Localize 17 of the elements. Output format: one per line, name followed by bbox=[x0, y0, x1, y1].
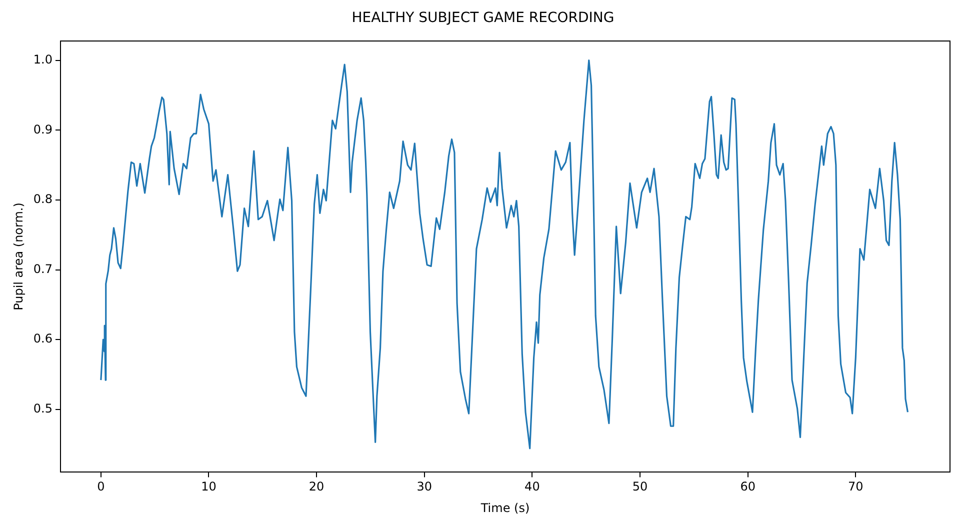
x-axis-title: Time (s) bbox=[480, 500, 530, 515]
y-tick-label: 1.0 bbox=[33, 52, 52, 66]
y-tick-label: 0.9 bbox=[33, 122, 52, 136]
x-tick-label: 30 bbox=[416, 480, 432, 494]
x-tick-label: 0 bbox=[97, 480, 105, 494]
chart-title: HEALTHY SUBJECT GAME RECORDING bbox=[352, 10, 614, 26]
y-tick-label: 0.6 bbox=[33, 332, 52, 346]
x-tick-label: 60 bbox=[740, 480, 756, 494]
y-tick-label: 0.5 bbox=[33, 402, 52, 416]
x-tick-label: 70 bbox=[848, 480, 864, 494]
y-tick-label: 0.7 bbox=[33, 262, 52, 276]
x-tick-label: 50 bbox=[632, 480, 648, 494]
x-tick-label: 20 bbox=[308, 480, 324, 494]
y-axis-title: Pupil area (norm.) bbox=[11, 202, 26, 310]
x-tick-label: 40 bbox=[524, 480, 540, 494]
x-tick-label: 10 bbox=[201, 480, 216, 494]
y-tick-label: 0.8 bbox=[33, 192, 52, 206]
